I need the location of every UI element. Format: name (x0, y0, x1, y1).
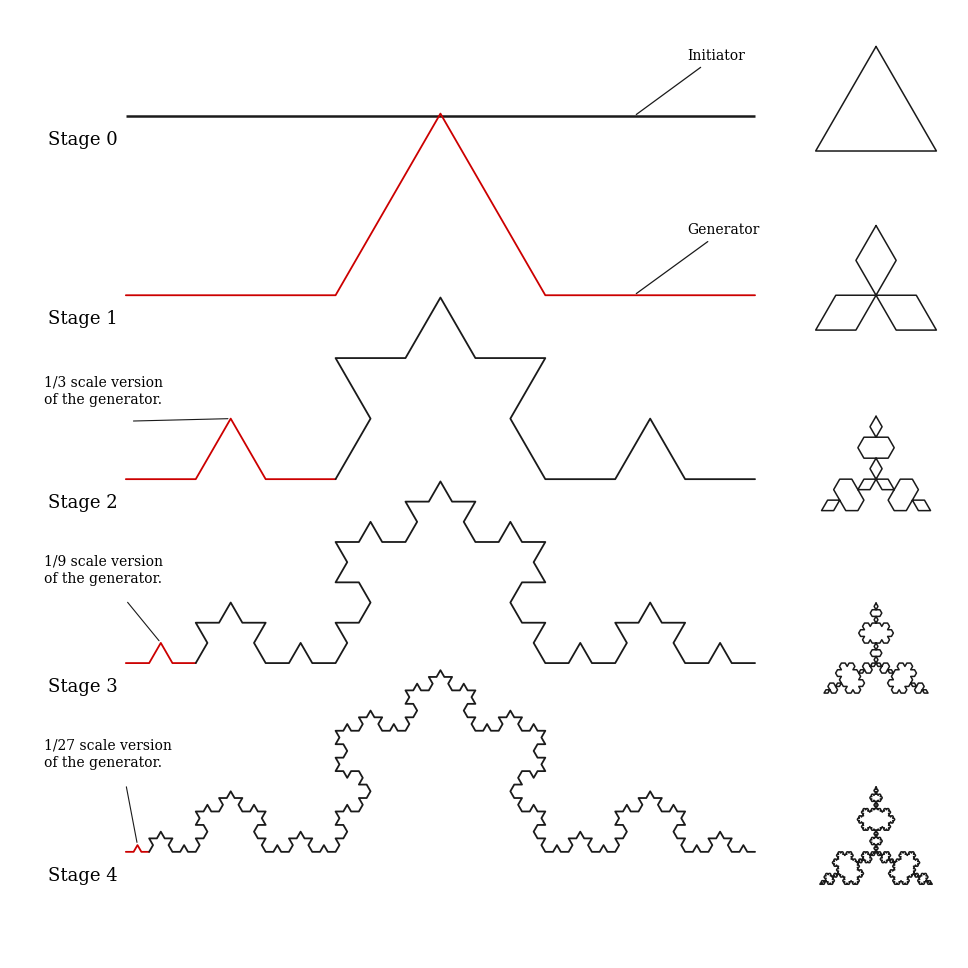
Text: 1/3 scale version
of the generator.: 1/3 scale version of the generator. (44, 376, 163, 407)
Text: Stage 4: Stage 4 (48, 867, 118, 885)
Text: 1/27 scale version
of the generator.: 1/27 scale version of the generator. (44, 739, 171, 770)
Text: Generator: Generator (636, 224, 760, 293)
Text: Stage 3: Stage 3 (48, 679, 118, 696)
Text: Initiator: Initiator (636, 49, 745, 114)
Text: Stage 2: Stage 2 (48, 495, 118, 512)
Text: Stage 1: Stage 1 (48, 311, 118, 328)
Text: Stage 0: Stage 0 (48, 132, 118, 149)
Text: 1/9 scale version
of the generator.: 1/9 scale version of the generator. (44, 555, 163, 586)
